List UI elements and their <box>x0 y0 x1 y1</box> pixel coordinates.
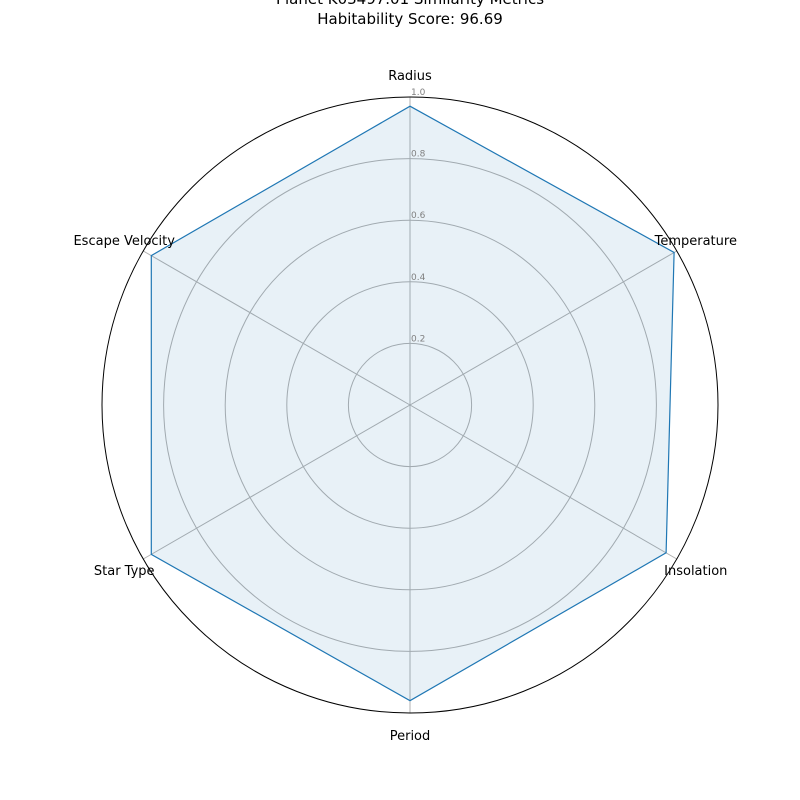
category-label: Radius <box>388 69 432 84</box>
series-fill-area <box>151 106 675 701</box>
category-label: Temperature <box>654 234 737 249</box>
chart-title-line1: Planet K03497.01 Similarity Metrics <box>276 0 544 8</box>
chart-title-line2: Habitability Score: 96.69 <box>317 10 503 28</box>
series-line <box>150 105 675 702</box>
label-layer: 0.2 0.4 0.6 0.8 1.0 Radius Temperature Insolati… <box>73 69 736 744</box>
radial-tick-label: 0.4 <box>411 273 426 283</box>
category-label: Insolation <box>664 564 727 579</box>
category-label: Period <box>390 729 431 744</box>
grid-layer <box>101 96 719 714</box>
axis-spoke <box>143 404 411 560</box>
radial-tick-label: 0.2 <box>411 334 425 344</box>
category-label: Star Type <box>94 564 155 579</box>
category-label: Escape Velocity <box>73 234 175 249</box>
axis-spoke <box>409 404 677 560</box>
radial-tick-label: 1.0 <box>411 88 426 98</box>
radial-tick-label: 0.8 <box>411 150 426 160</box>
axis-spoke <box>143 250 411 406</box>
outer-ring <box>101 96 719 714</box>
axis-spoke <box>409 250 677 406</box>
radial-tick-label: 0.6 <box>411 211 426 221</box>
data-layer <box>150 105 675 702</box>
